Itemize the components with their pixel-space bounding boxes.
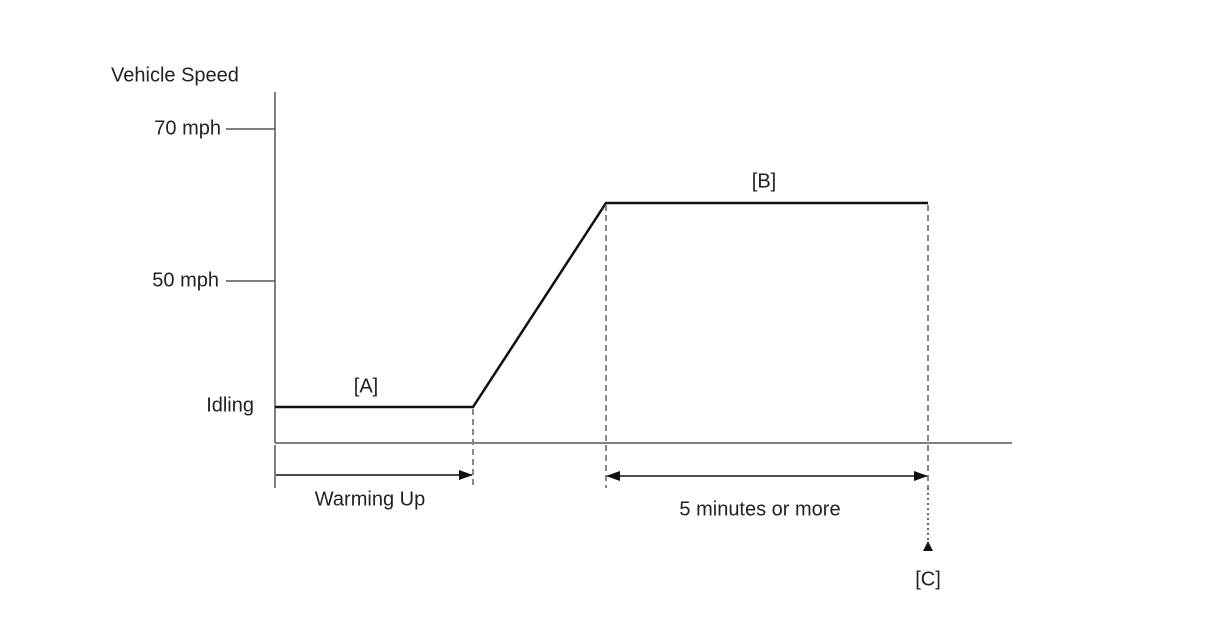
pointer-head (923, 541, 933, 551)
tick-label: 50 mph (152, 269, 219, 291)
phase-label: [C] (915, 568, 941, 590)
axis-label: Vehicle Speed (111, 64, 239, 86)
phase-label: [A] (354, 375, 378, 397)
tick-label: Idling (206, 394, 254, 416)
tick-label: 70 mph (154, 117, 221, 139)
span-label: Warming Up (315, 488, 425, 510)
span-label: 5 minutes or more (679, 498, 840, 520)
speed-profile (275, 201, 928, 409)
phase-label: [B] (752, 170, 776, 192)
